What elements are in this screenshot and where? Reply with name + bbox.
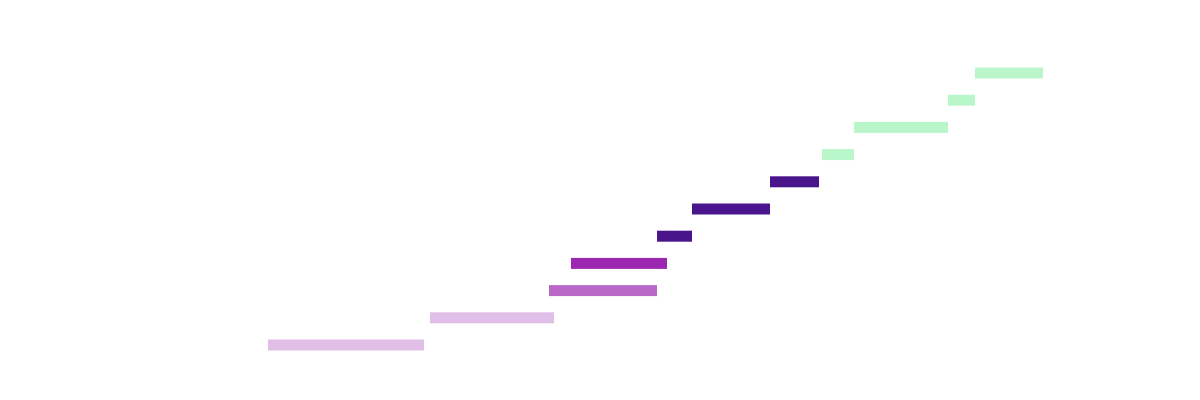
gantt-bar bbox=[430, 312, 554, 324]
gantt-bar bbox=[822, 149, 854, 161]
gantt-bar bbox=[770, 176, 819, 188]
gantt-bar bbox=[854, 121, 948, 133]
gantt-bar bbox=[657, 230, 692, 242]
gantt-bar bbox=[692, 203, 770, 215]
bars-layer bbox=[268, 67, 1043, 351]
gantt-bar bbox=[948, 94, 975, 106]
gantt-bar bbox=[975, 67, 1043, 79]
gantt-bar bbox=[549, 285, 657, 297]
gantt-bar bbox=[268, 339, 424, 351]
gantt-bar bbox=[571, 257, 667, 269]
